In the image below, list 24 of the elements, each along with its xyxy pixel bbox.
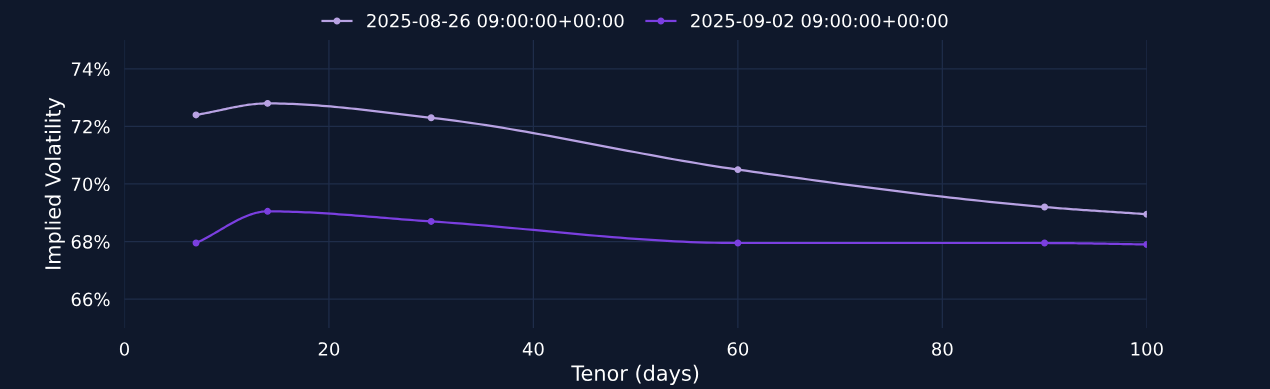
- point: [1041, 203, 1049, 211]
- x-tick-label: 80: [932, 342, 953, 356]
- y-tick-label: 72%: [71, 119, 110, 134]
- y-tick-label: 74%: [71, 62, 110, 76]
- x-axis-title: Tenor (days): [571, 364, 699, 386]
- point: [264, 207, 272, 215]
- legend-label: 2025-09-02 09:00:00+00:00: [691, 13, 948, 28]
- point: [1041, 239, 1049, 247]
- y-tick-label: 70%: [71, 177, 110, 192]
- point: [427, 217, 435, 225]
- legend-label: 2025-08-26 09:00:00+00:00: [367, 13, 624, 28]
- x-tick-label: 20: [318, 342, 340, 356]
- y-tick-label: 68%: [71, 235, 110, 249]
- x-tick-label: 100: [1131, 342, 1163, 356]
- point: [734, 166, 742, 174]
- y-tick-label: 66%: [71, 292, 110, 307]
- x-tick-label: 0: [119, 342, 129, 356]
- x-tick-label: 40: [522, 342, 544, 356]
- y-axis-title: Implied Volatility: [44, 97, 65, 269]
- point: [734, 239, 742, 247]
- point: [192, 111, 200, 119]
- point: [264, 99, 272, 107]
- point: [427, 114, 435, 122]
- x-tick-label: 60: [727, 342, 749, 356]
